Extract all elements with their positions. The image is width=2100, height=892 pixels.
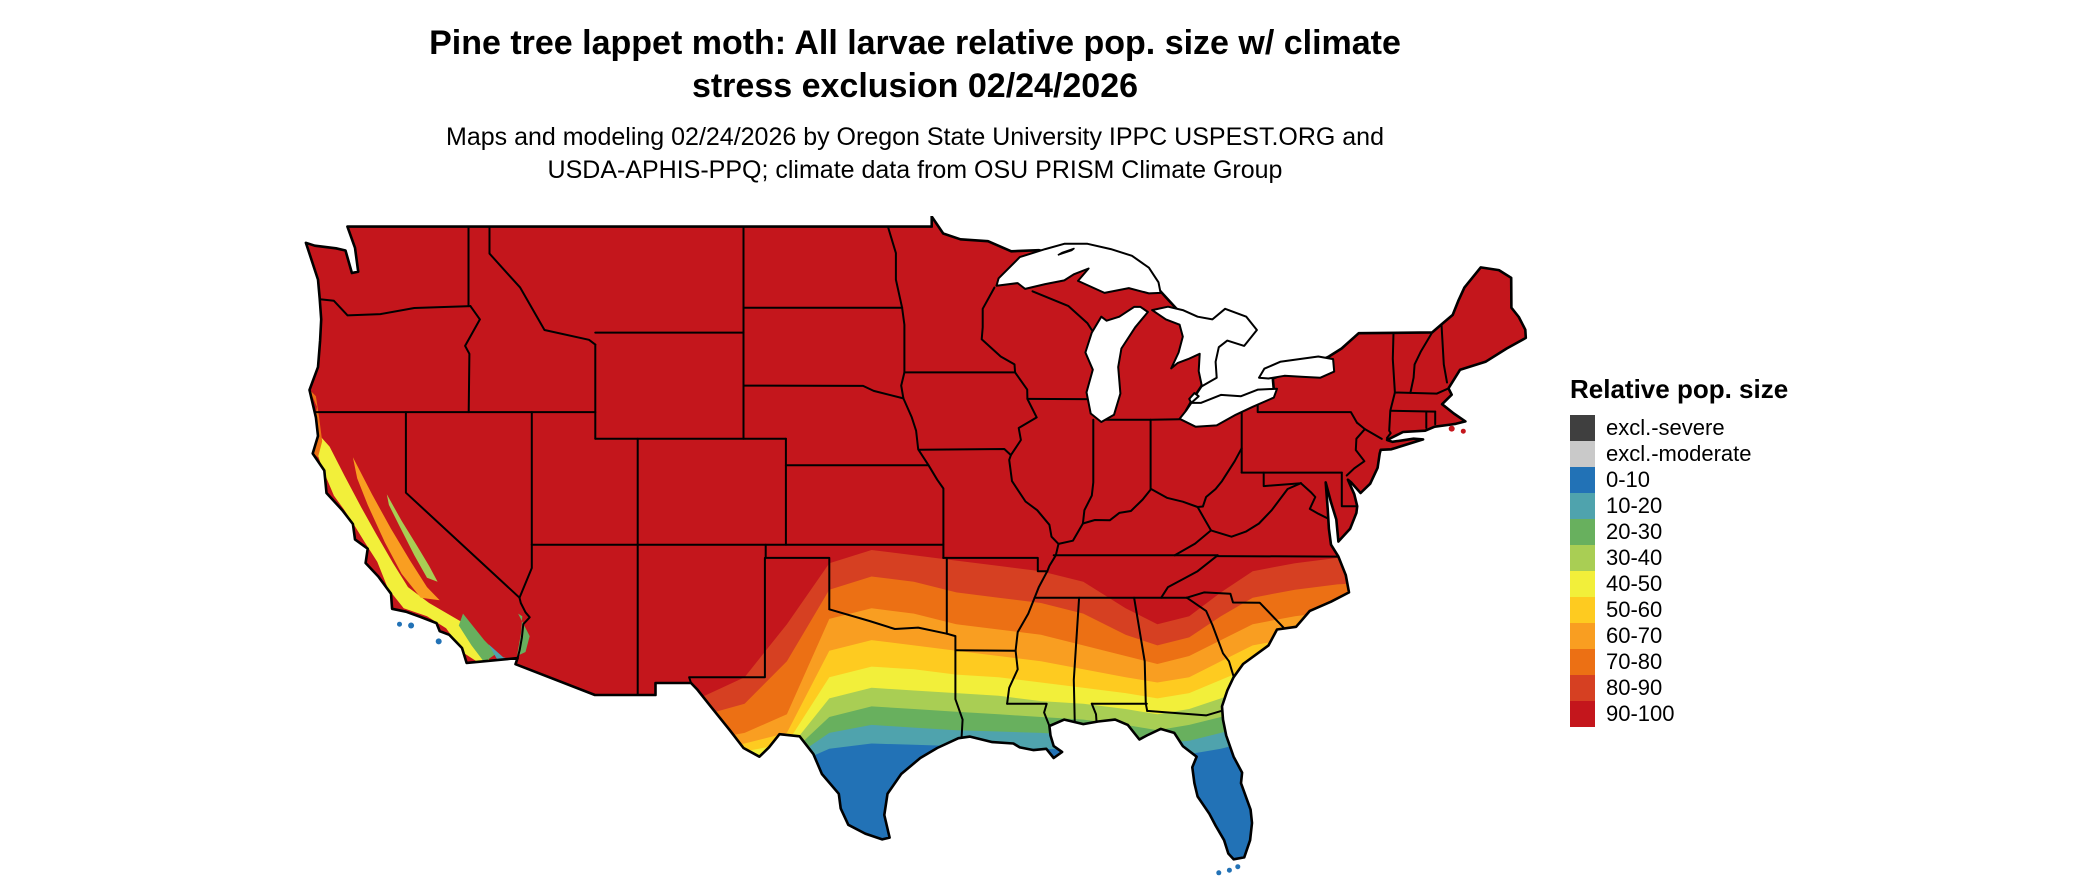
page-title-line1: Pine tree lappet moth: All larvae relati… [429, 24, 1401, 62]
legend-row: 0-10 [1570, 467, 1788, 493]
legend-row: 40-50 [1570, 571, 1788, 597]
legend-swatch [1570, 701, 1595, 727]
legend-swatch [1570, 597, 1595, 623]
legend-label: excl.-severe [1606, 415, 1725, 440]
legend-row: 30-40 [1570, 545, 1788, 571]
legend-label: 60-70 [1606, 623, 1663, 648]
legend-label: 0-10 [1606, 467, 1651, 492]
page-title-line2: stress exclusion 02/24/2026 [691, 66, 1139, 105]
legend-swatch [1570, 415, 1595, 441]
legend-row: excl.-moderate [1570, 441, 1788, 467]
legend-label: 50-60 [1606, 597, 1663, 622]
legend-row: 50-60 [1570, 597, 1788, 623]
legend-label: 40-50 [1606, 571, 1663, 596]
legend-row: 90-100 [1570, 701, 1788, 727]
legend-swatch [1570, 545, 1595, 571]
legend-row: 20-30 [1570, 519, 1788, 545]
subtitle-line2: USDA-APHIS-PPQ; climate data from OSU PR… [547, 155, 1283, 184]
legend-label: 80-90 [1606, 675, 1663, 700]
legend: Relative pop. size excl.-severe excl.-mod… [1570, 374, 1788, 727]
legend-row: 60-70 [1570, 623, 1788, 649]
legend-label: 10-20 [1606, 493, 1663, 518]
us-map [300, 216, 1530, 876]
legend-label: excl.-moderate [1606, 441, 1752, 466]
legend-swatch [1570, 493, 1595, 519]
legend-label: 20-30 [1606, 519, 1663, 544]
legend-swatch [1570, 649, 1595, 675]
legend-row: excl.-severe [1570, 415, 1788, 441]
legend-row: 80-90 [1570, 675, 1788, 701]
legend-swatch [1570, 571, 1595, 597]
legend-swatch [1570, 441, 1595, 467]
legend-swatch [1570, 675, 1595, 701]
legend-title: Relative pop. size [1570, 374, 1789, 404]
title-block: Pine tree lappet moth: All larvae relati… [300, 22, 1530, 186]
legend-swatch [1570, 623, 1595, 649]
legend-label: 70-80 [1606, 649, 1663, 674]
subtitle-block: Maps and modeling 02/24/2026 by Oregon S… [300, 121, 1530, 186]
legend-row: 70-80 [1570, 649, 1788, 675]
legend-swatch [1570, 519, 1595, 545]
legend-label: 30-40 [1606, 545, 1663, 570]
legend-swatch [1570, 467, 1595, 493]
legend-items: excl.-severe excl.-moderate 0-10 10-20 20-30… [1570, 415, 1788, 727]
legend-row: 10-20 [1570, 493, 1788, 519]
legend-label: 90-100 [1606, 701, 1675, 726]
subtitle-line1: Maps and modeling 02/24/2026 by Oregon S… [446, 123, 1384, 151]
